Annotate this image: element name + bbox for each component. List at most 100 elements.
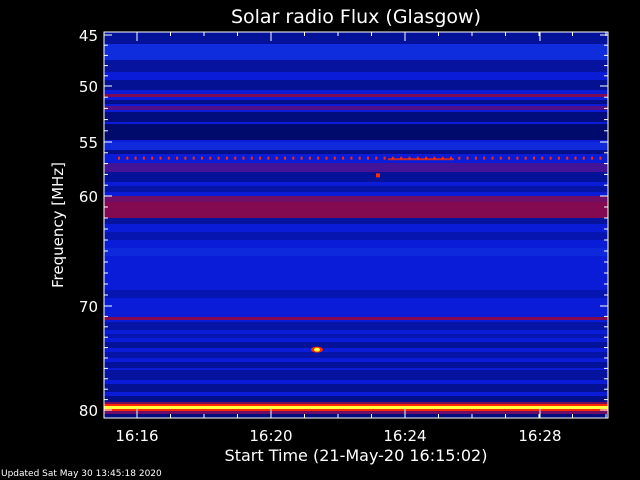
interference-segment <box>388 158 454 161</box>
frequency-band <box>104 100 608 104</box>
interference-dot <box>508 156 511 160</box>
interference-dot <box>383 156 386 160</box>
interference-dot <box>234 156 237 160</box>
interference-dot <box>582 156 585 160</box>
interference-dot <box>201 156 203 160</box>
frequency-band <box>104 322 608 330</box>
x-axis: 16:16 16:20 16:24 16:28 <box>115 32 607 445</box>
frequency-band <box>104 80 608 90</box>
interference-dot <box>516 156 519 160</box>
interference-dot <box>151 156 154 160</box>
frequency-band <box>104 352 608 358</box>
frequency-band <box>104 172 608 182</box>
frequency-band <box>104 317 608 320</box>
frequency-band <box>104 196 608 202</box>
chart-title: Solar radio Flux (Glasgow) <box>231 6 481 28</box>
interference-dot <box>209 156 212 160</box>
frequency-band <box>104 248 608 256</box>
y-axis-label: Frequency [MHz] <box>49 162 67 288</box>
interference-dot <box>192 156 195 160</box>
frequency-band <box>104 406 608 409</box>
interference-dot <box>491 156 494 160</box>
frequency-band <box>104 402 608 404</box>
frequency-band <box>104 404 608 406</box>
frequency-bands <box>104 32 608 418</box>
interference-dot <box>134 156 137 160</box>
frequency-band <box>104 411 608 414</box>
interference-dot <box>533 156 535 160</box>
frequency-band <box>104 163 608 172</box>
interference-dot <box>250 156 253 160</box>
interference-dot <box>466 156 469 160</box>
interference-dot <box>375 156 378 160</box>
x-tick-label: 16:24 <box>383 427 426 445</box>
y-tick-label: 80 <box>79 402 98 420</box>
interference-dot <box>184 156 187 160</box>
x-tick-label: 16:28 <box>518 427 561 445</box>
interference-dot <box>167 156 170 160</box>
interference-dot <box>159 156 162 160</box>
interference-dot <box>225 156 228 160</box>
frequency-band <box>104 384 608 392</box>
interference-dot <box>342 156 345 160</box>
burst-spot <box>376 173 380 178</box>
frequency-band <box>104 186 608 192</box>
interference-dot <box>483 156 486 160</box>
frequency-band <box>104 362 608 368</box>
frequency-band <box>104 334 608 338</box>
interference-dot <box>458 156 461 160</box>
frequency-band <box>104 409 608 411</box>
interference-dot <box>317 156 320 160</box>
interference-dot <box>275 156 278 160</box>
x-tick-label: 16:20 <box>249 427 292 445</box>
frequency-band <box>104 396 608 402</box>
frequency-band <box>104 414 608 418</box>
interference-dot <box>350 156 353 160</box>
interference-dot <box>142 156 145 160</box>
frequency-band <box>104 370 608 380</box>
frequency-band <box>104 232 608 240</box>
frequency-band <box>104 32 608 44</box>
frequency-band <box>104 44 608 60</box>
burst-features <box>311 173 380 353</box>
y-tick-label: 60 <box>79 188 98 206</box>
interference-dot <box>566 156 569 160</box>
interference-dot <box>541 156 544 160</box>
frequency-band <box>104 94 608 97</box>
interference-dot <box>574 156 577 160</box>
frequency-band <box>104 106 608 110</box>
frequency-band <box>104 342 608 348</box>
interference-dot <box>176 156 179 160</box>
x-axis-label: Start Time (21-May-20 16:15:02) <box>225 446 488 465</box>
updated-timestamp: Updated Sat May 30 13:45:18 2020 <box>1 469 162 479</box>
spectrogram-plot-area <box>104 32 608 418</box>
interference-dot <box>333 156 336 160</box>
y-tick-label: 50 <box>79 78 98 96</box>
interference-dot <box>308 156 311 160</box>
frequency-band <box>104 218 608 224</box>
interference-dot <box>242 156 245 160</box>
frequency-band <box>104 150 608 154</box>
y-tick-label: 45 <box>79 27 98 45</box>
interference-dot <box>267 156 270 160</box>
y-tick-label: 55 <box>79 134 98 152</box>
frequency-band <box>104 124 608 140</box>
interference-dot <box>126 156 129 160</box>
interference-dot <box>292 156 295 160</box>
plot-frame <box>103 31 609 419</box>
y-tick-label: 70 <box>79 298 98 316</box>
frequency-band <box>104 142 608 150</box>
interference-dot <box>474 156 477 160</box>
y-axis: 45 50 55 60 70 80 <box>79 27 608 420</box>
frequency-band <box>104 112 608 122</box>
frequency-band <box>104 202 608 218</box>
x-tick-label: 16:16 <box>115 427 158 445</box>
interference-dot <box>358 156 361 160</box>
interference-dot <box>118 156 120 160</box>
interference-dot <box>591 156 594 160</box>
periodic-interference-dots <box>118 156 602 161</box>
interference-dot <box>549 156 552 160</box>
interference-dot <box>557 156 560 160</box>
interference-dot <box>367 156 369 160</box>
